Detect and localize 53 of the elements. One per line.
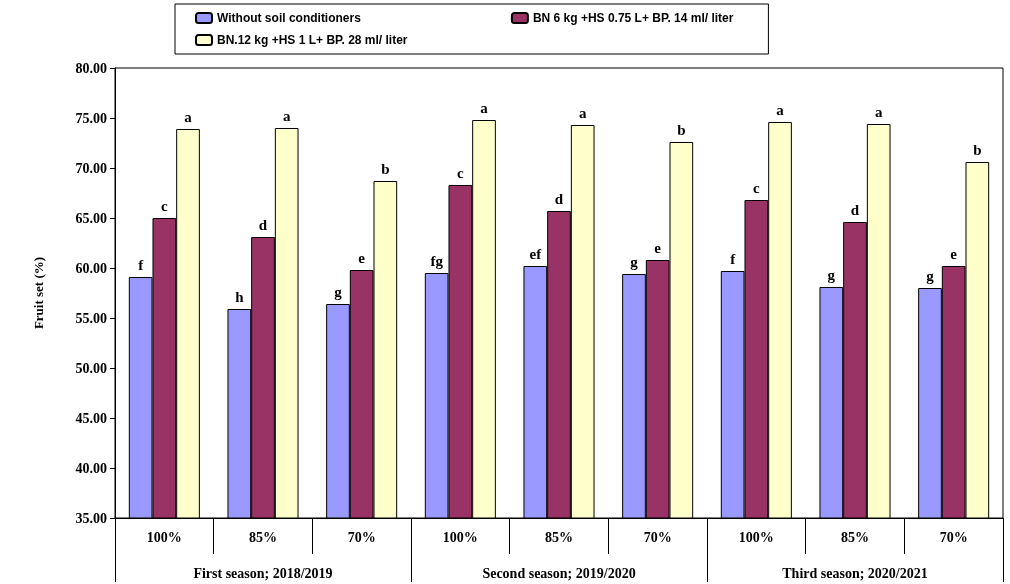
data-label: fg [430, 252, 444, 269]
data-label: a [480, 99, 489, 116]
x-tick-label: 100% [738, 529, 774, 545]
data-label: d [850, 201, 860, 218]
data-label: e [654, 239, 662, 256]
data-label: h [235, 288, 245, 305]
data-label: d [258, 216, 268, 233]
legend-label: BN 6 kg +HS 0.75 L+ BP. 14 ml/ liter [532, 11, 734, 25]
data-label: d [554, 190, 564, 207]
data-label: b [381, 160, 390, 177]
data-label: g [630, 253, 639, 270]
x-tick-label: 70% [939, 529, 968, 545]
data-label: b [973, 141, 982, 158]
y-tick-label: 45.00 [75, 410, 107, 426]
data-label: a [184, 108, 193, 125]
data-label: c [161, 197, 168, 214]
text: Second season; 2019/2020 [482, 565, 636, 581]
data-label: b [677, 121, 686, 138]
data-label: e [358, 249, 366, 266]
x-tick-label: 85% [841, 529, 869, 545]
x-tick-label: 70% [643, 529, 672, 545]
x-tick-label: 85% [249, 529, 277, 545]
y-tick-label: 65.00 [75, 210, 107, 226]
x-tick-label: 100% [146, 529, 182, 545]
data-label: g [334, 283, 343, 300]
legend-label: Without soil conditioners [217, 11, 362, 25]
data-label: a [578, 104, 587, 121]
data-label: a [282, 107, 291, 124]
y-tick-label: 55.00 [75, 310, 107, 326]
data-label: a [776, 101, 785, 118]
x-tick-label: 70% [347, 529, 376, 545]
data-label: c [753, 179, 760, 196]
y-tick-label: 50.00 [75, 360, 107, 376]
text: Third season; 2020/2021 [782, 565, 928, 581]
y-tick-label: 70.00 [75, 160, 107, 176]
data-label: a [874, 103, 883, 120]
data-label: ef [529, 245, 543, 262]
y-tick-label: 60.00 [75, 260, 107, 276]
text: First season; 2018/2019 [193, 565, 333, 581]
legend-label: BN.12 kg +HS 1 L+ BP. 28 ml/ liter [217, 33, 408, 47]
data-label: f [730, 250, 737, 267]
data-label: g [926, 267, 935, 284]
data-label: c [457, 164, 464, 181]
y-tick-label: 75.00 [75, 110, 107, 126]
x-tick-label: 100% [442, 529, 478, 545]
data-label: g [827, 266, 836, 283]
y-tick-label: 35.00 [75, 510, 107, 526]
data-label: e [950, 245, 958, 262]
x-tick-label: 85% [545, 529, 573, 545]
y-tick-label: 80.00 [75, 60, 107, 76]
y-axis-title: Fruit set (%) [31, 256, 46, 330]
y-tick-label: 40.00 [75, 460, 107, 476]
data-label: f [138, 256, 145, 273]
